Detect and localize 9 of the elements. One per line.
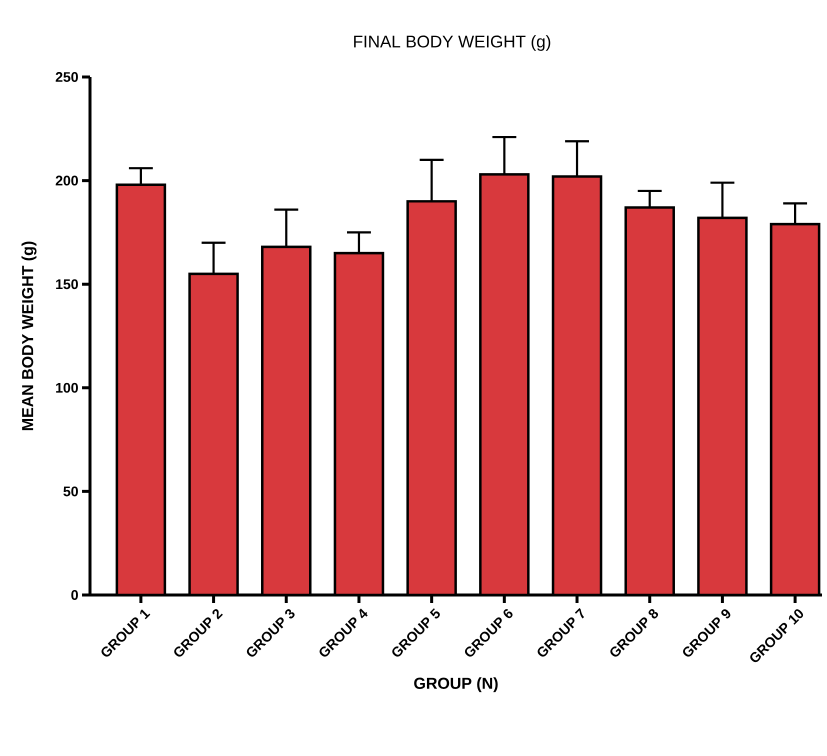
- y-tick-label: 100: [56, 382, 78, 393]
- y-tick-label: 250: [56, 72, 78, 82]
- y-tick-label: 200: [56, 176, 78, 186]
- y-tick-label: 50: [63, 486, 78, 496]
- y-tick-label: 0: [71, 590, 78, 600]
- y-tick-label: 150: [56, 279, 78, 290]
- chart-title: FINAL BODY WEIGHT (g): [354, 35, 550, 51]
- x-axis-title: GROUP (N): [414, 677, 498, 692]
- y-axis-title: MEAN BODY WEIGHT (g): [22, 242, 36, 430]
